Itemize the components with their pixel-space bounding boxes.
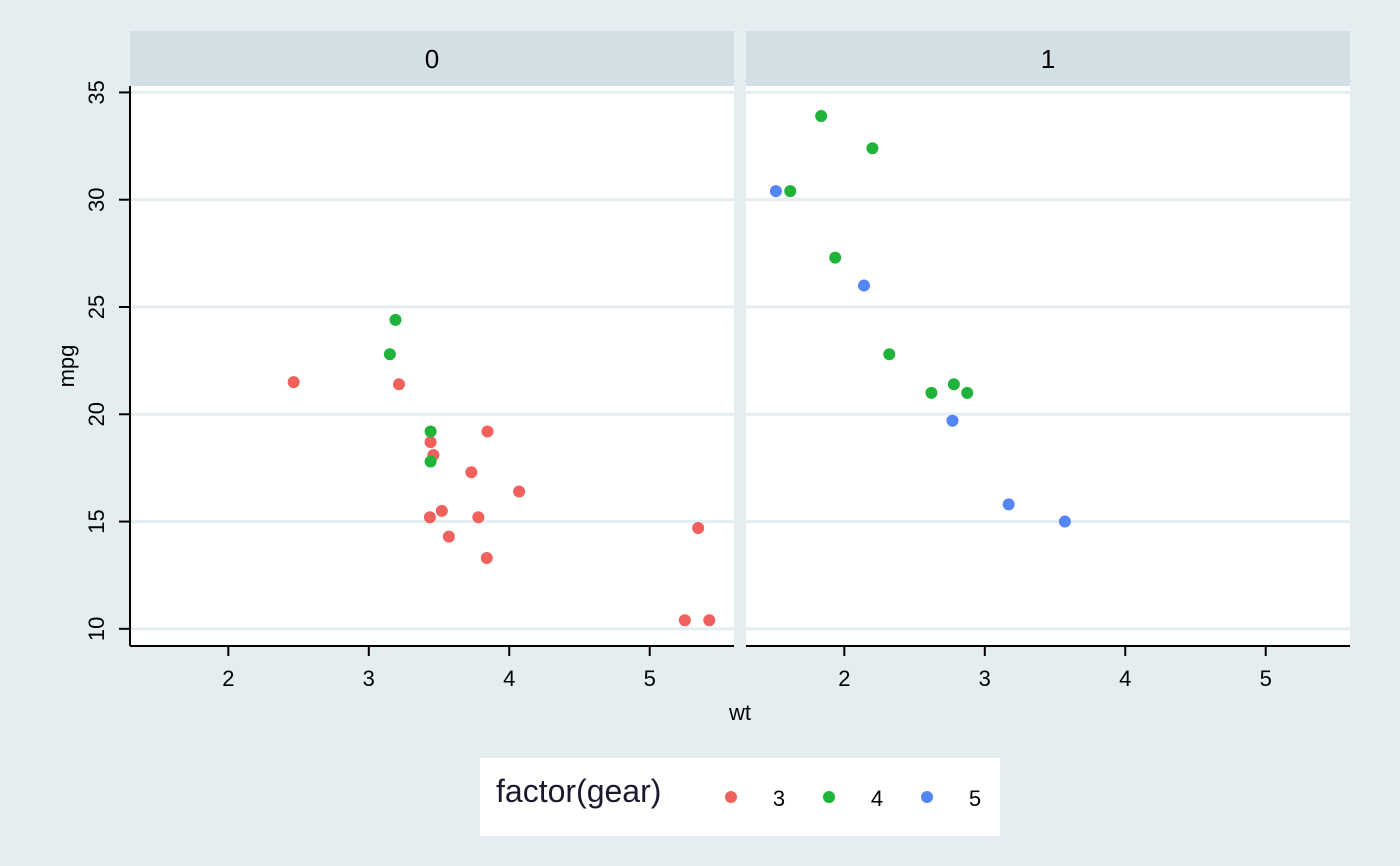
data-point-gear-4 xyxy=(961,386,974,399)
data-point-gear-3 xyxy=(480,552,493,565)
y-tick-label: 15 xyxy=(84,509,109,533)
data-point-gear-4 xyxy=(947,378,960,391)
y-tick-label: 20 xyxy=(84,402,109,426)
legend-key-4 xyxy=(823,791,835,803)
y-tick-label: 25 xyxy=(84,295,109,319)
panel-background-1 xyxy=(746,86,1350,646)
data-point-gear-3 xyxy=(678,614,691,627)
data-point-gear-4 xyxy=(424,455,437,468)
data-point-gear-3 xyxy=(481,425,494,438)
data-point-gear-5 xyxy=(857,279,870,292)
x-tick-label: 2 xyxy=(838,666,850,691)
legend-label-3: 3 xyxy=(773,786,785,811)
data-point-gear-3 xyxy=(435,504,448,517)
x-tick-label: 4 xyxy=(503,666,515,691)
data-point-gear-4 xyxy=(866,142,879,155)
data-point-gear-3 xyxy=(465,466,478,479)
x-axis-title: wt xyxy=(728,700,751,725)
data-point-gear-3 xyxy=(392,378,405,391)
data-point-gear-5 xyxy=(1002,498,1015,511)
data-point-gear-3 xyxy=(424,436,437,449)
data-point-gear-3 xyxy=(513,485,526,498)
data-point-gear-4 xyxy=(815,110,828,123)
data-point-gear-3 xyxy=(472,511,485,524)
data-point-gear-3 xyxy=(287,376,300,389)
data-point-gear-3 xyxy=(442,530,455,543)
data-point-gear-4 xyxy=(424,425,437,438)
legend-key-3 xyxy=(725,791,737,803)
data-point-gear-4 xyxy=(383,348,396,361)
facet-strip-label: 1 xyxy=(1041,44,1055,74)
x-tick-label: 3 xyxy=(363,666,375,691)
y-tick-label: 35 xyxy=(84,80,109,104)
x-tick-label: 2 xyxy=(222,666,234,691)
y-tick-label: 30 xyxy=(84,187,109,211)
data-point-gear-3 xyxy=(692,521,705,534)
facet-strip-label: 0 xyxy=(425,44,439,74)
legend-key-5 xyxy=(921,791,933,803)
data-point-gear-5 xyxy=(769,185,782,198)
data-point-gear-5 xyxy=(1058,515,1071,528)
x-tick-label: 4 xyxy=(1119,666,1131,691)
data-point-gear-3 xyxy=(423,511,436,524)
data-point-gear-5 xyxy=(946,414,959,427)
x-tick-label: 5 xyxy=(1260,666,1272,691)
y-axis-title: mpg xyxy=(54,345,79,388)
panel-background-0 xyxy=(130,86,734,646)
data-point-gear-4 xyxy=(925,386,938,399)
data-point-gear-3 xyxy=(703,614,716,627)
data-point-gear-4 xyxy=(883,348,896,361)
legend-label-5: 5 xyxy=(969,786,981,811)
data-point-gear-4 xyxy=(389,313,402,326)
facet-strip-0 xyxy=(130,31,734,86)
y-tick-label: 10 xyxy=(84,617,109,641)
data-point-gear-4 xyxy=(784,185,797,198)
facet-strip-1 xyxy=(746,31,1350,86)
legend-title: factor(gear) xyxy=(496,773,661,809)
data-point-gear-4 xyxy=(829,251,842,264)
legend-box xyxy=(480,758,1000,836)
legend-label-4: 4 xyxy=(871,786,883,811)
x-tick-label: 5 xyxy=(644,666,656,691)
x-tick-label: 3 xyxy=(979,666,991,691)
